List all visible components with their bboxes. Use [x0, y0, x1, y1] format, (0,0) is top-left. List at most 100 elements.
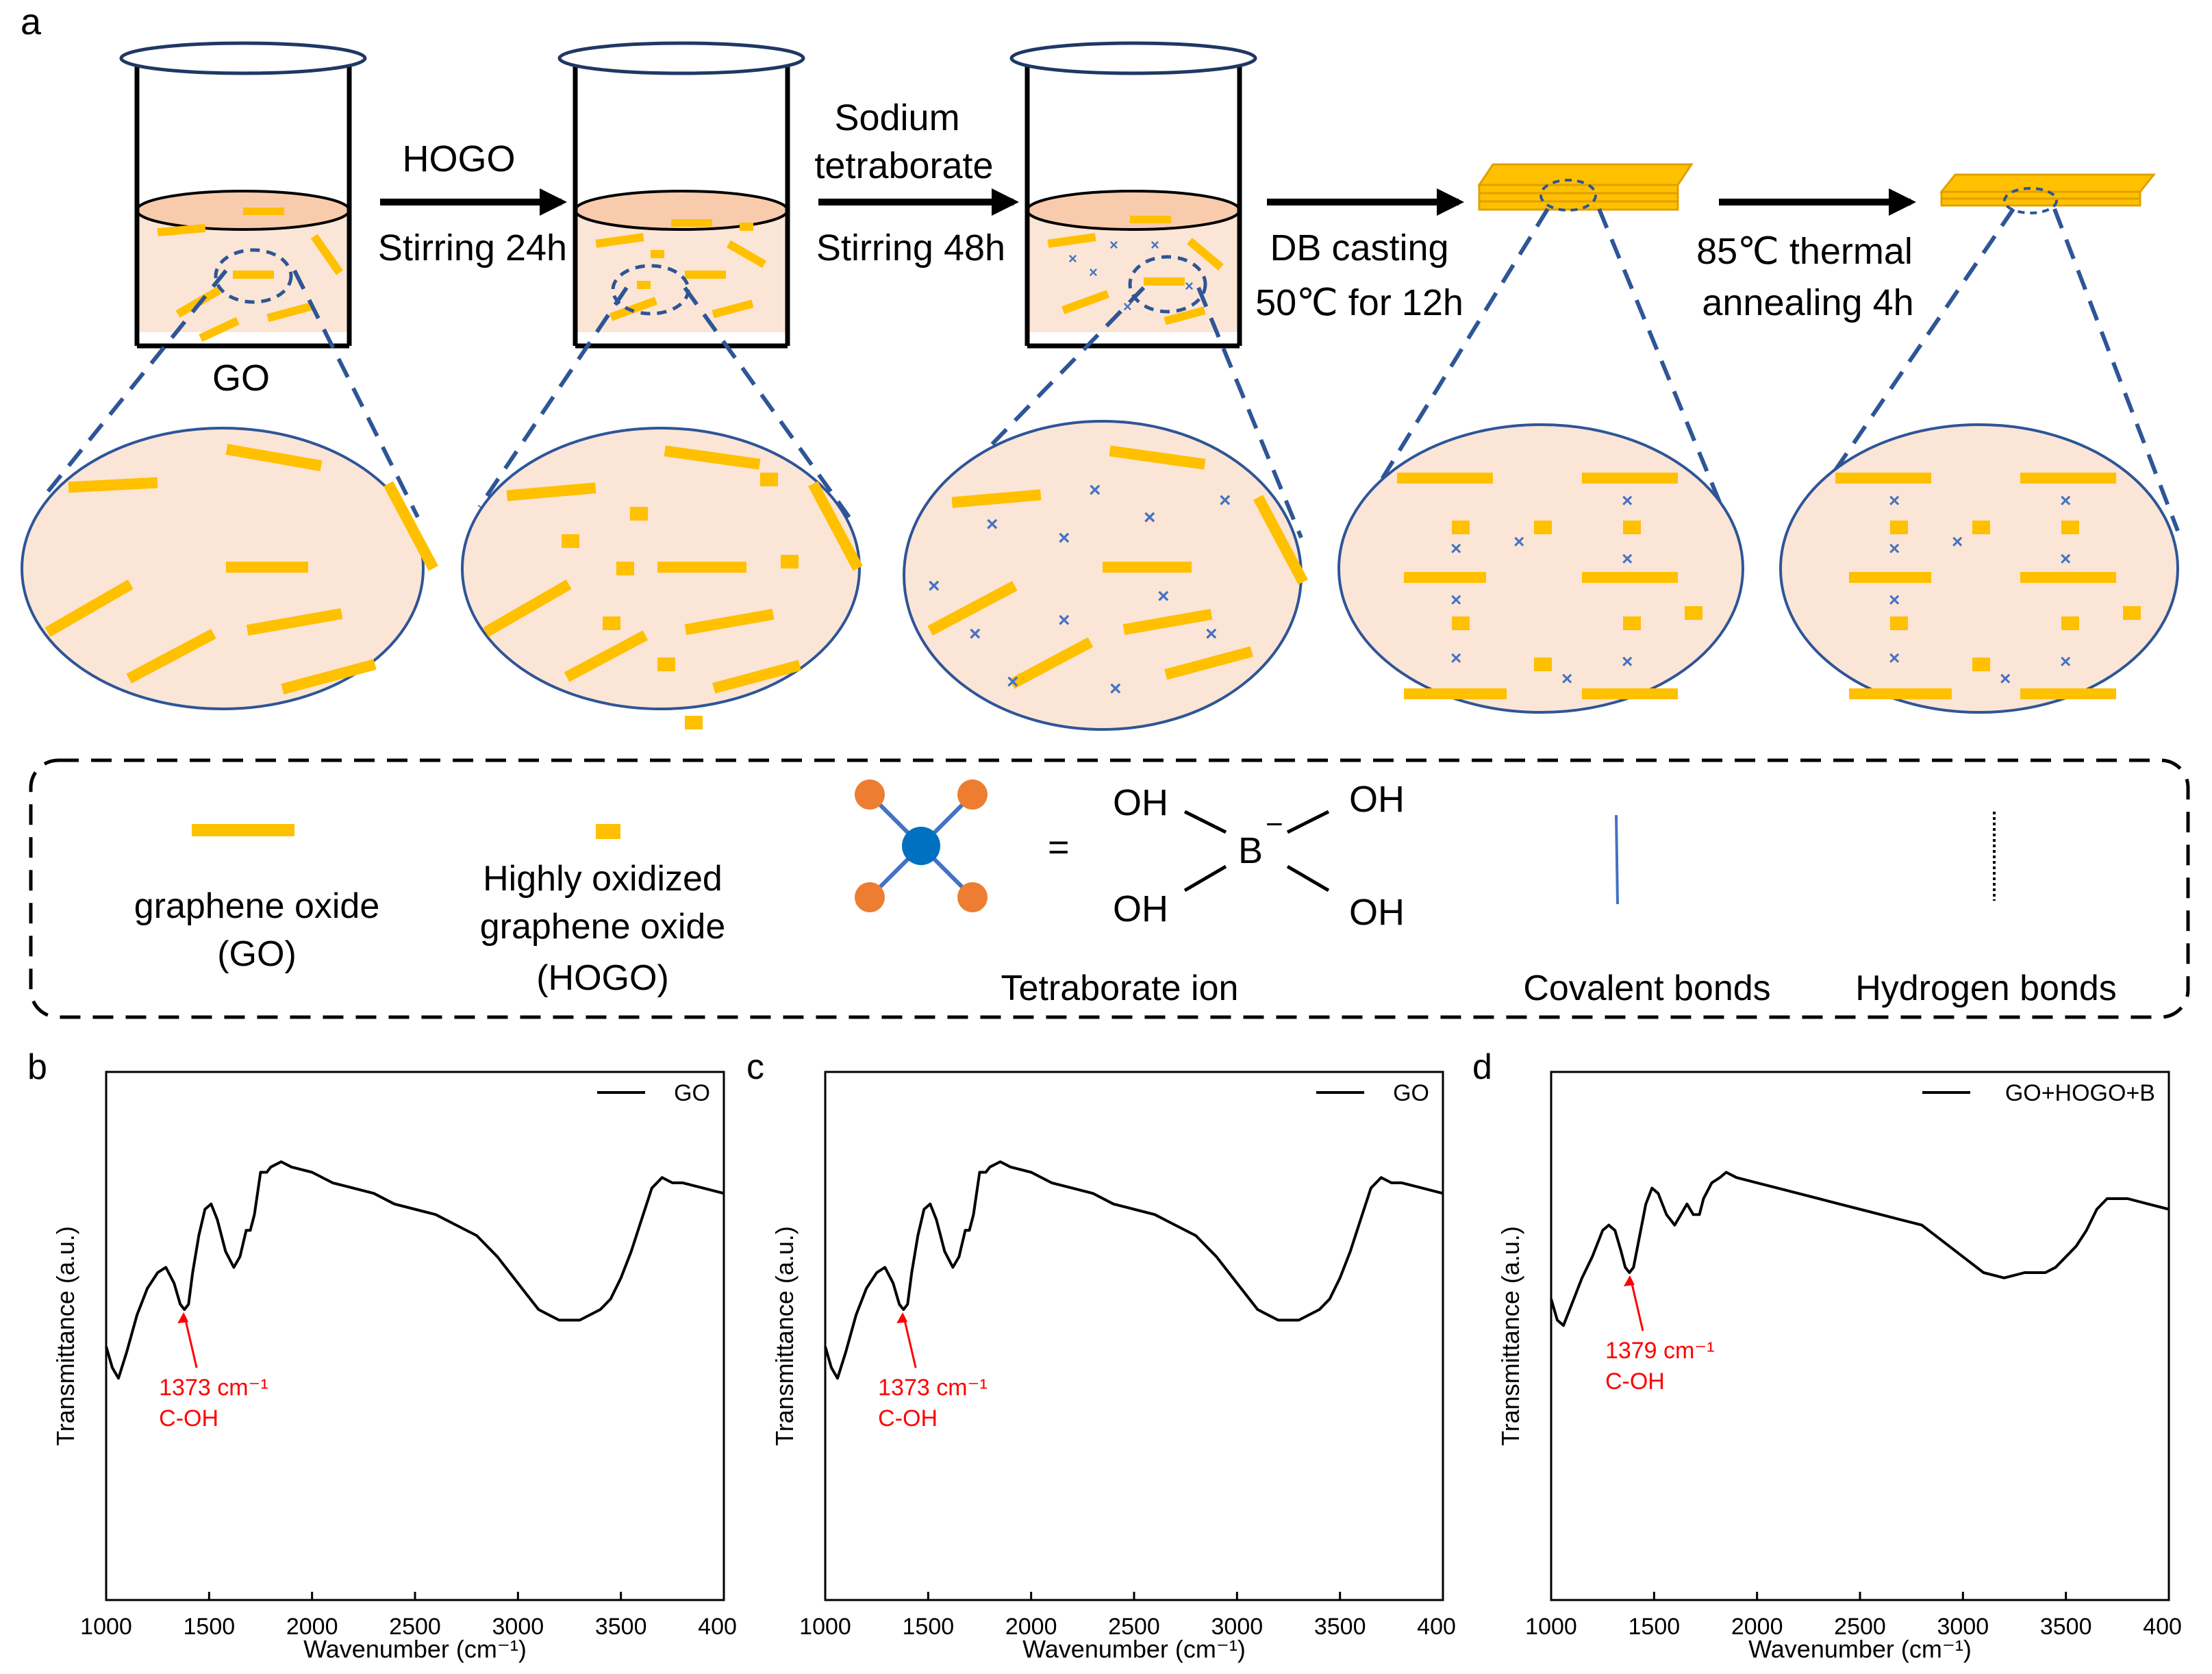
oh-bottom-right: OH	[1349, 892, 1405, 933]
svg-text:×: ×	[2060, 548, 2071, 569]
panel-a-scheme: a GO	[21, 1, 2190, 1019]
step2-line1: Sodium	[834, 97, 959, 138]
svg-text:×: ×	[1889, 490, 1900, 511]
beaker-go-hogo-borate: × ×× ×××	[1009, 41, 1257, 349]
svg-text:×: ×	[1450, 589, 1461, 610]
svg-text:×: ×	[1889, 589, 1900, 610]
svg-text:×: ×	[1068, 250, 1077, 267]
svg-text:×: ×	[1058, 609, 1070, 632]
svg-text:×: ×	[1622, 548, 1633, 569]
x-axis-label: Wavenumber (cm⁻¹)	[1748, 1635, 1972, 1663]
annotation-arrow	[184, 1317, 198, 1369]
zoom-circle-2	[461, 427, 863, 729]
legend-hogo-symbol	[596, 824, 620, 839]
svg-text:×: ×	[1185, 277, 1194, 295]
svg-text:×: ×	[1889, 538, 1900, 559]
x-tick-label: 1000	[799, 1614, 851, 1640]
x-tick-label: 4000	[2143, 1614, 2183, 1640]
boron-atom: B	[1238, 830, 1263, 871]
x-axis-label: Wavenumber (cm⁻¹)	[303, 1635, 527, 1663]
annotation-wavenumber: 1379 cm⁻¹	[1605, 1338, 1715, 1364]
legend-go-line2: (GO)	[217, 934, 297, 974]
annotation-arrow	[903, 1317, 917, 1369]
boron-charge: −	[1266, 808, 1283, 841]
x-tick-label: 1000	[80, 1614, 132, 1640]
x-tick-label: 4000	[698, 1614, 738, 1640]
svg-text:×: ×	[2060, 490, 2071, 511]
legend-label: GO	[674, 1080, 710, 1106]
x-tick-label: 2000	[286, 1614, 338, 1640]
x-tick-label: 1000	[1525, 1614, 1577, 1640]
x-tick-label: 2000	[1005, 1614, 1057, 1640]
annotation-arrow	[1630, 1280, 1644, 1332]
series-line	[1550, 1171, 2170, 1327]
zoom-circle-5: × × × × × × × × ×	[1779, 423, 2179, 714]
legend-hogo-line3: (HOGO)	[536, 958, 669, 998]
svg-text:×: ×	[1109, 236, 1118, 253]
x-tick-label: 3000	[1937, 1614, 1989, 1640]
y-axis-label: Transmittance (a.u.)	[770, 1226, 799, 1446]
y-axis-label: Transmittance (a.u.)	[51, 1226, 79, 1446]
x-tick-label: 2500	[389, 1614, 441, 1640]
svg-text:×: ×	[1622, 651, 1633, 672]
svg-text:×: ×	[1151, 236, 1159, 253]
svg-text:×: ×	[1513, 531, 1524, 552]
legend-tetraborate: Tetraborate ion	[1001, 969, 1239, 1008]
annotation-label: C-OH	[159, 1406, 218, 1432]
membrane-annealed	[1939, 173, 2157, 214]
series-line	[105, 1160, 725, 1380]
panel-label-a: a	[21, 1, 42, 42]
step2-line2: tetraborate	[814, 145, 993, 186]
oh-bottom-left: OH	[1113, 888, 1168, 929]
zoom-circle-1	[21, 427, 438, 710]
spectrum-c: c 1000 1500 2000 2500 3000 3500 4000 Wavenumber…	[746, 1047, 1457, 1663]
annotation-wavenumber: 1373 cm⁻¹	[159, 1375, 268, 1401]
svg-text:×: ×	[1109, 677, 1122, 700]
beaker-go	[119, 41, 367, 349]
annotation-label: C-OH	[1605, 1369, 1665, 1395]
legend-hydrogen: Hydrogen bonds	[1855, 969, 2117, 1008]
svg-text:×: ×	[1089, 264, 1098, 281]
x-tick-label: 1500	[184, 1614, 236, 1640]
annotation-wavenumber: 1373 cm⁻¹	[878, 1375, 988, 1401]
membrane-cast	[1477, 163, 1694, 212]
panel-label-c: c	[746, 1047, 764, 1087]
svg-text:×: ×	[1450, 647, 1461, 669]
beaker-go-hogo	[557, 41, 805, 349]
panel-label-b: b	[27, 1047, 47, 1087]
y-axis-label: Transmittance (a.u.)	[1496, 1226, 1524, 1446]
svg-text:×: ×	[986, 513, 998, 536]
svg-text:×: ×	[1561, 668, 1572, 689]
zoom-circle-4: × × × × × × × ×	[1337, 423, 1744, 714]
oh-top-right: OH	[1349, 779, 1405, 820]
step4-line2: annealing 4h	[1702, 282, 1913, 323]
step4-line1: 85℃ thermal	[1696, 231, 1913, 272]
tetraborate-structure	[1183, 810, 1330, 892]
legend-equals: =	[1048, 827, 1070, 868]
svg-text:×: ×	[1058, 527, 1070, 549]
step1-line2: Stirring 24h	[378, 227, 567, 268]
svg-text:×: ×	[1089, 479, 1101, 501]
step3-line2: 50℃ for 12h	[1255, 282, 1463, 323]
oh-top-left: OH	[1113, 782, 1168, 823]
svg-text:×: ×	[1952, 531, 1963, 552]
zoom-circle-3: × × × × × × × × × × × ×	[903, 420, 1308, 731]
step2-line3: Stirring 48h	[816, 227, 1005, 268]
svg-text:×: ×	[1144, 506, 1156, 529]
legend-covalent: Covalent bonds	[1523, 969, 1770, 1008]
spectrum-d: d 1000 1500 2000 2500 3000 3500 4000 Wavenumber…	[1472, 1047, 2183, 1663]
svg-text:×: ×	[928, 575, 940, 597]
svg-text:×: ×	[1219, 489, 1231, 512]
panel-label-d: d	[1472, 1047, 1492, 1087]
svg-text:×: ×	[969, 623, 981, 645]
svg-text:×: ×	[1889, 647, 1900, 669]
svg-text:×: ×	[2000, 668, 2011, 689]
svg-text:×: ×	[2060, 651, 2071, 672]
x-axis-label: Wavenumber (cm⁻¹)	[1022, 1635, 1246, 1663]
x-tick-label: 3000	[1211, 1614, 1264, 1640]
legend-go-line1: graphene oxide	[134, 886, 380, 926]
legend-hogo-line2: graphene oxide	[480, 907, 726, 947]
legend-go-symbol	[192, 824, 294, 836]
svg-text:×: ×	[1450, 538, 1461, 559]
tetraborate-ball-model	[855, 779, 988, 912]
